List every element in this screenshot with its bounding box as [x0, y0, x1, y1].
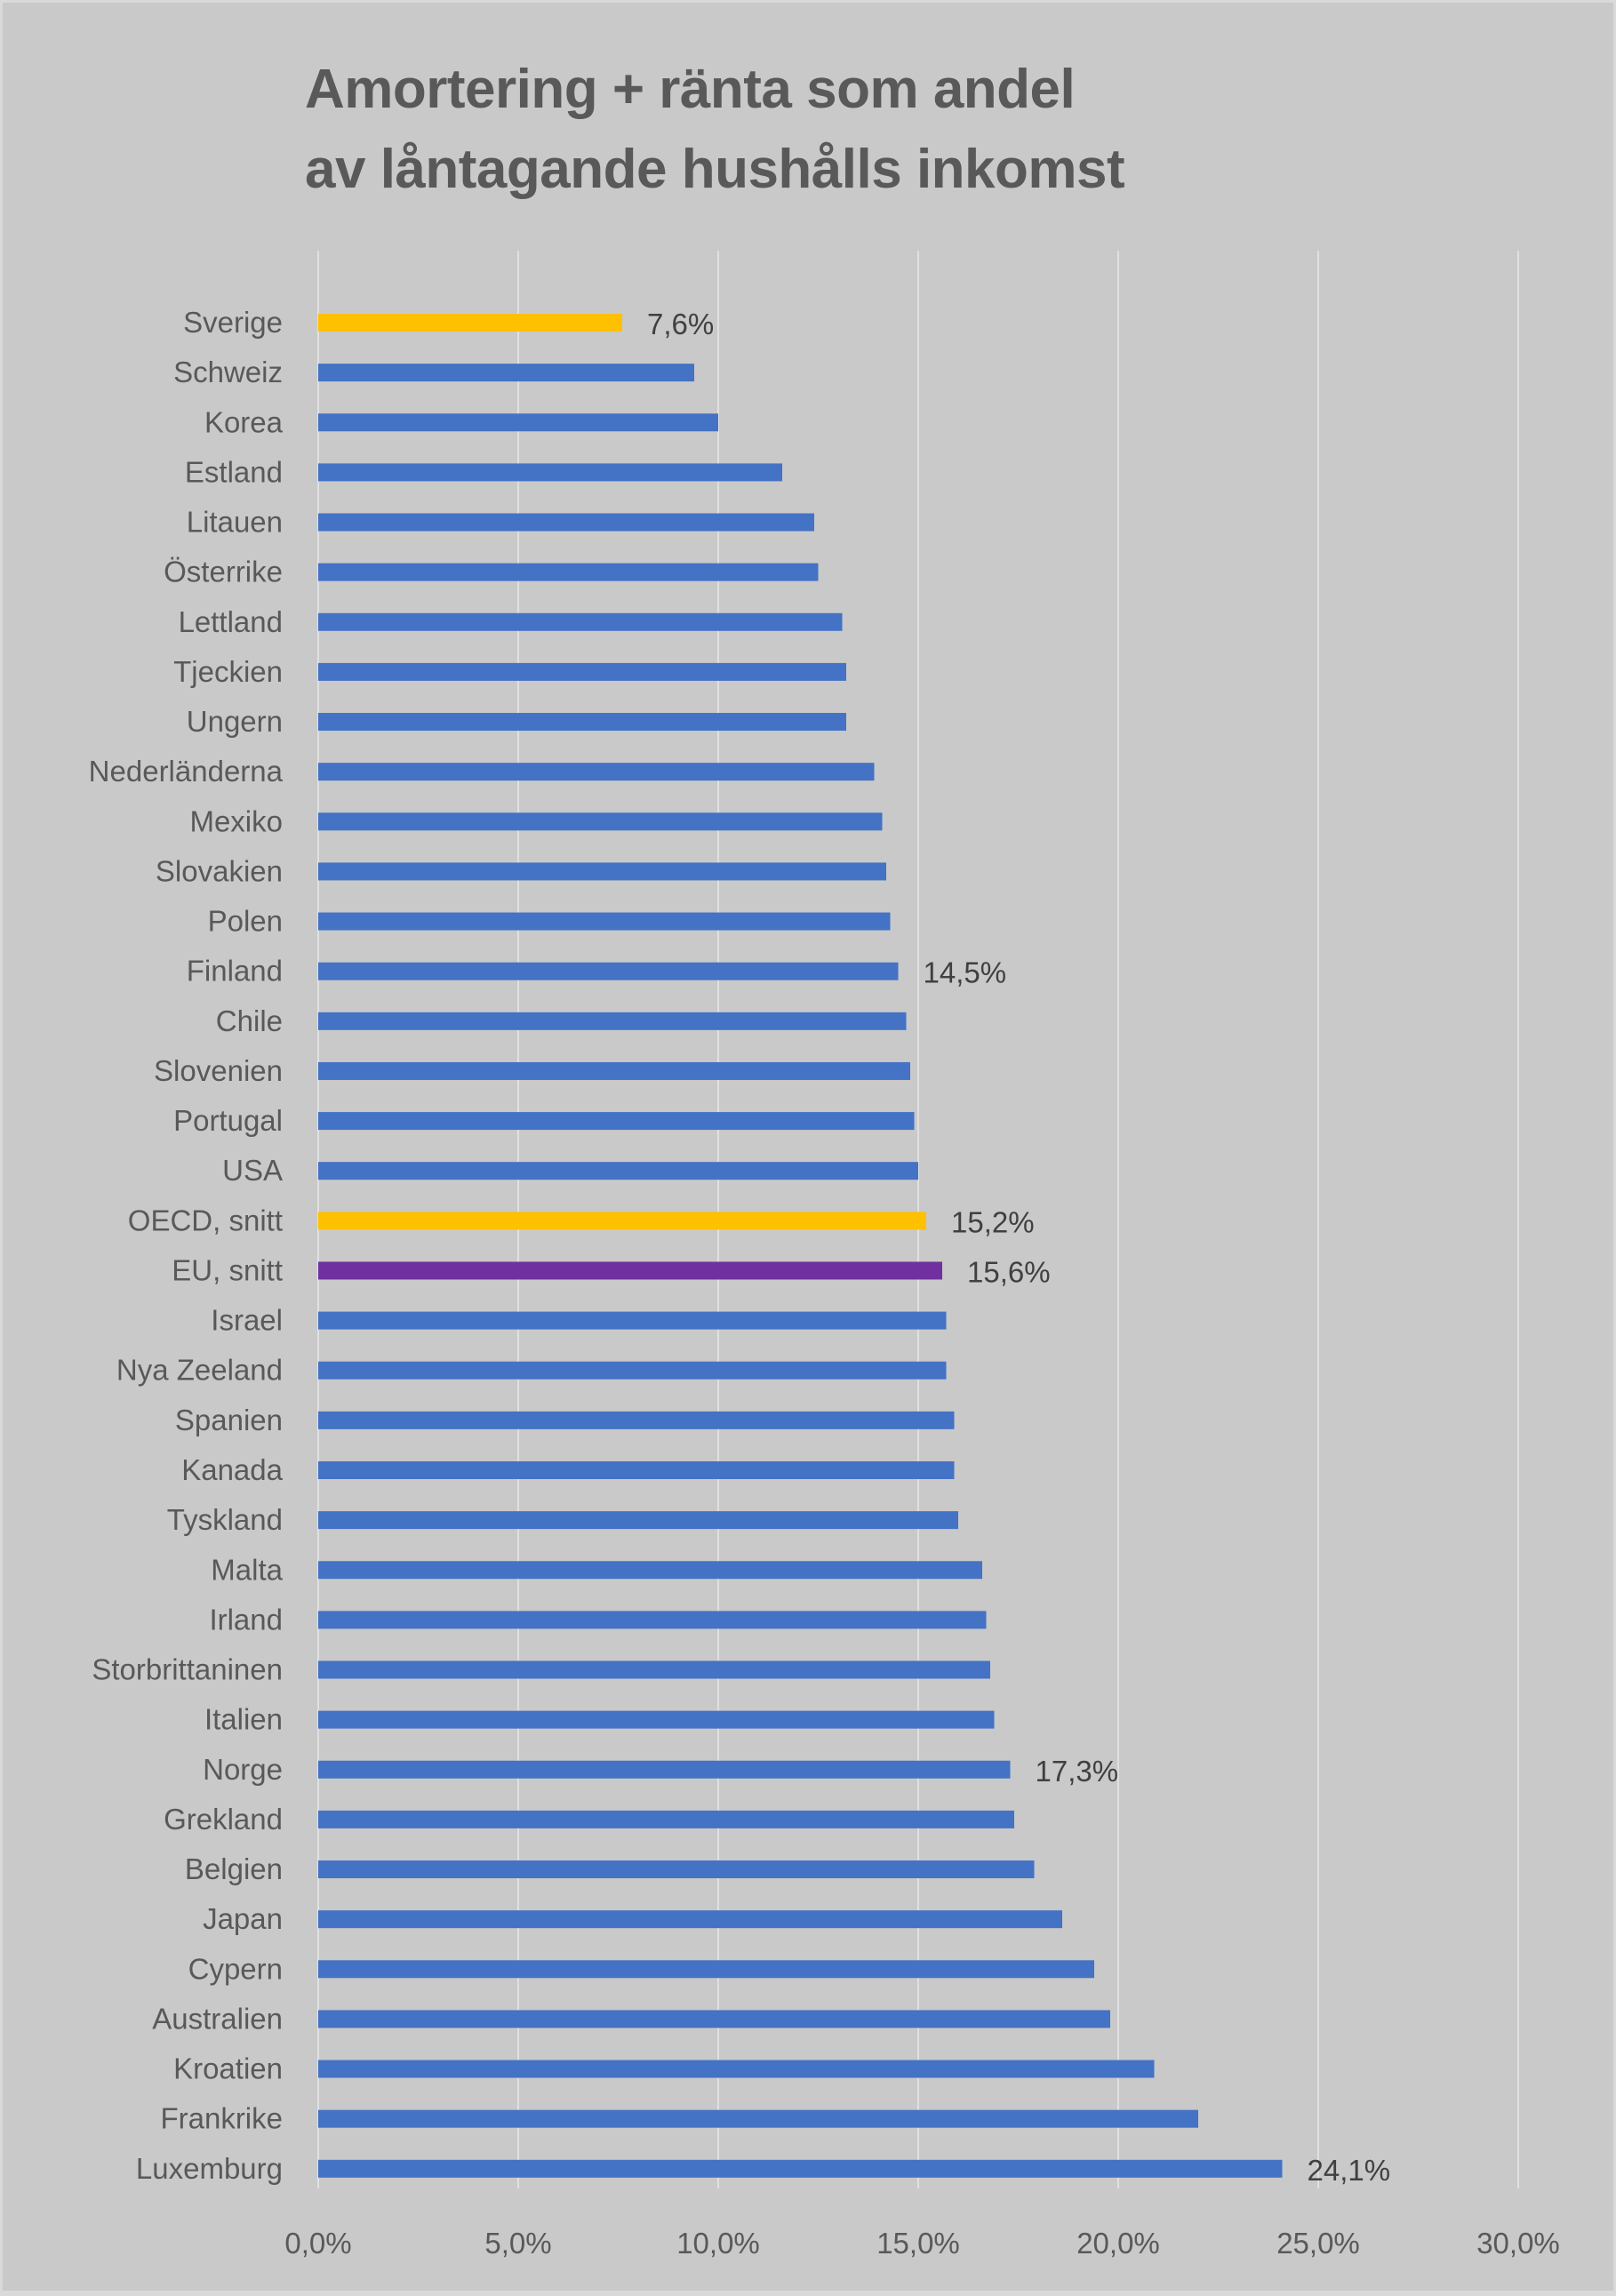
data-label: 15,2% — [951, 1205, 1035, 1238]
bar — [318, 1212, 926, 1230]
bar — [318, 1660, 990, 1679]
bar — [318, 513, 814, 532]
category-label: Österrike — [164, 556, 283, 588]
x-tick-label: 5,0% — [484, 2227, 551, 2260]
bar — [318, 463, 782, 482]
category-label: Litauen — [187, 506, 283, 539]
bar — [318, 962, 899, 980]
category-label: Kanada — [181, 1453, 283, 1486]
data-label: 17,3% — [1036, 1755, 1119, 1788]
category-label: Italien — [204, 1703, 283, 1736]
bar — [318, 1411, 955, 1429]
category-label: Frankrike — [160, 2102, 283, 2135]
category-label: Estland — [185, 455, 283, 488]
data-label: 7,6% — [647, 308, 714, 340]
bar — [318, 1910, 1062, 1929]
category-label: Mexiko — [189, 804, 283, 837]
bar — [318, 612, 843, 631]
bar — [318, 1810, 1014, 1828]
category-label: Luxemburg — [136, 2152, 283, 2185]
chart-title-line-1: Amortering + ränta som andel — [305, 59, 1076, 120]
bar — [318, 2109, 1198, 2128]
category-label: Finland — [187, 955, 283, 988]
category-label: Kroatien — [173, 2052, 283, 2085]
x-tick-label: 30,0% — [1476, 2227, 1560, 2260]
bars — [318, 314, 1283, 2178]
bar — [318, 2159, 1283, 2178]
bar — [318, 1311, 947, 1330]
category-label: Storbrittaninen — [92, 1653, 283, 1686]
bar — [318, 1760, 1011, 1779]
bar — [318, 1261, 942, 1280]
category-label: Korea — [204, 405, 284, 438]
category-label: Australien — [152, 2002, 283, 2035]
bar — [318, 1112, 915, 1131]
bar — [318, 563, 819, 581]
x-tick-label: 10,0% — [676, 2227, 760, 2260]
category-label: Polen — [208, 905, 283, 938]
chart-area: Amortering + ränta som andel av låntagan… — [3, 3, 1613, 2291]
category-label: Slovenien — [154, 1054, 283, 1087]
category-label: Schweiz — [173, 356, 283, 388]
bar — [318, 1561, 982, 1580]
bar — [318, 314, 622, 332]
category-label: Tyskland — [167, 1503, 283, 1536]
bar — [318, 1860, 1035, 1879]
bar — [318, 2010, 1110, 2028]
category-label: Spanien — [175, 1404, 283, 1436]
bar — [318, 1960, 1094, 1979]
bar — [318, 862, 886, 881]
category-label: Cypern — [188, 1952, 283, 1985]
bar — [318, 763, 875, 781]
data-label: 14,5% — [924, 956, 1007, 989]
bar — [318, 812, 883, 831]
category-label: EU, snitt — [172, 1253, 283, 1286]
bar — [318, 364, 694, 382]
chart-title-line-2: av låntagande hushålls inkomst — [305, 139, 1125, 200]
category-label: OECD, snitt — [128, 1204, 283, 1236]
category-label: USA — [222, 1154, 283, 1187]
category-label: Lettland — [179, 605, 283, 638]
category-label: Chile — [216, 1004, 283, 1037]
bar — [318, 413, 718, 432]
x-tick-label: 20,0% — [1076, 2227, 1160, 2260]
bar — [318, 1460, 955, 1479]
x-tick-label: 25,0% — [1276, 2227, 1360, 2260]
category-label: Ungern — [187, 705, 283, 738]
data-label: 15,6% — [967, 1255, 1051, 1288]
x-tick-label: 0,0% — [284, 2227, 351, 2260]
bar — [318, 1611, 987, 1629]
data-labels: 7,6% 14,5% 15,2% 15,6% 17,3% 24,1% — [647, 308, 1390, 2187]
bar — [318, 1061, 910, 1080]
category-label: Tjeckien — [173, 655, 283, 688]
data-label: 24,1% — [1308, 2154, 1391, 2187]
x-tick-label: 15,0% — [876, 2227, 960, 2260]
category-label: Slovakien — [156, 854, 283, 887]
category-label: Portugal — [173, 1104, 283, 1137]
category-label: Irland — [209, 1603, 283, 1636]
category-label: Japan — [203, 1902, 283, 1935]
category-label: Malta — [211, 1553, 283, 1586]
bar — [318, 713, 846, 732]
bar — [318, 2060, 1155, 2078]
category-label: Sverige — [183, 306, 283, 339]
category-label: Israel — [211, 1304, 283, 1337]
category-label: Grekland — [164, 1803, 283, 1836]
bar — [318, 1710, 995, 1729]
bar — [318, 1162, 918, 1180]
bar — [318, 1511, 958, 1530]
bar — [318, 1012, 907, 1030]
category-label: Norge — [203, 1753, 283, 1786]
bar — [318, 912, 891, 931]
category-label: Nederländerna — [89, 755, 284, 788]
category-labels: Sverige Schweiz Korea Estland Litauen Österri… — [89, 306, 284, 2185]
category-label: Belgien — [185, 1852, 283, 1885]
x-axis-tick-labels: 0,0% 5,0% 10,0% 15,0% 20,0% 25,0% 30,0% — [284, 2227, 1559, 2260]
category-label: Nya Zeeland — [116, 1354, 283, 1387]
bar — [318, 1361, 947, 1380]
bar — [318, 662, 846, 681]
